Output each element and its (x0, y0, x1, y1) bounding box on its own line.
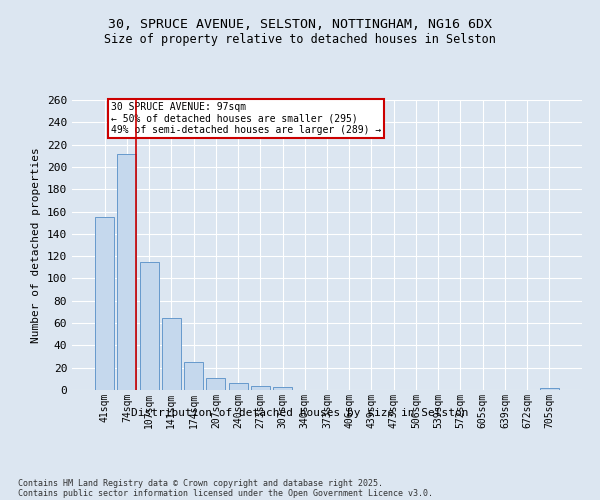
Text: 30, SPRUCE AVENUE, SELSTON, NOTTINGHAM, NG16 6DX: 30, SPRUCE AVENUE, SELSTON, NOTTINGHAM, … (108, 18, 492, 30)
Bar (251, 386, 270, 390)
Bar (273, 386, 292, 390)
Bar (140, 262, 158, 390)
Bar (184, 362, 203, 390)
Bar (206, 378, 225, 390)
Text: Contains public sector information licensed under the Open Government Licence v3: Contains public sector information licen… (18, 488, 433, 498)
Y-axis label: Number of detached properties: Number of detached properties (31, 147, 41, 343)
Bar (229, 384, 248, 390)
Text: Contains HM Land Registry data © Crown copyright and database right 2025.: Contains HM Land Registry data © Crown c… (18, 478, 383, 488)
Bar (95, 217, 114, 390)
Text: 30 SPRUCE AVENUE: 97sqm
← 50% of detached houses are smaller (295)
49% of semi-d: 30 SPRUCE AVENUE: 97sqm ← 50% of detache… (112, 102, 382, 136)
Bar (162, 318, 181, 390)
Bar (540, 388, 559, 390)
Text: Distribution of detached houses by size in Selston: Distribution of detached houses by size … (131, 408, 469, 418)
Text: Size of property relative to detached houses in Selston: Size of property relative to detached ho… (104, 32, 496, 46)
Bar (118, 154, 136, 390)
